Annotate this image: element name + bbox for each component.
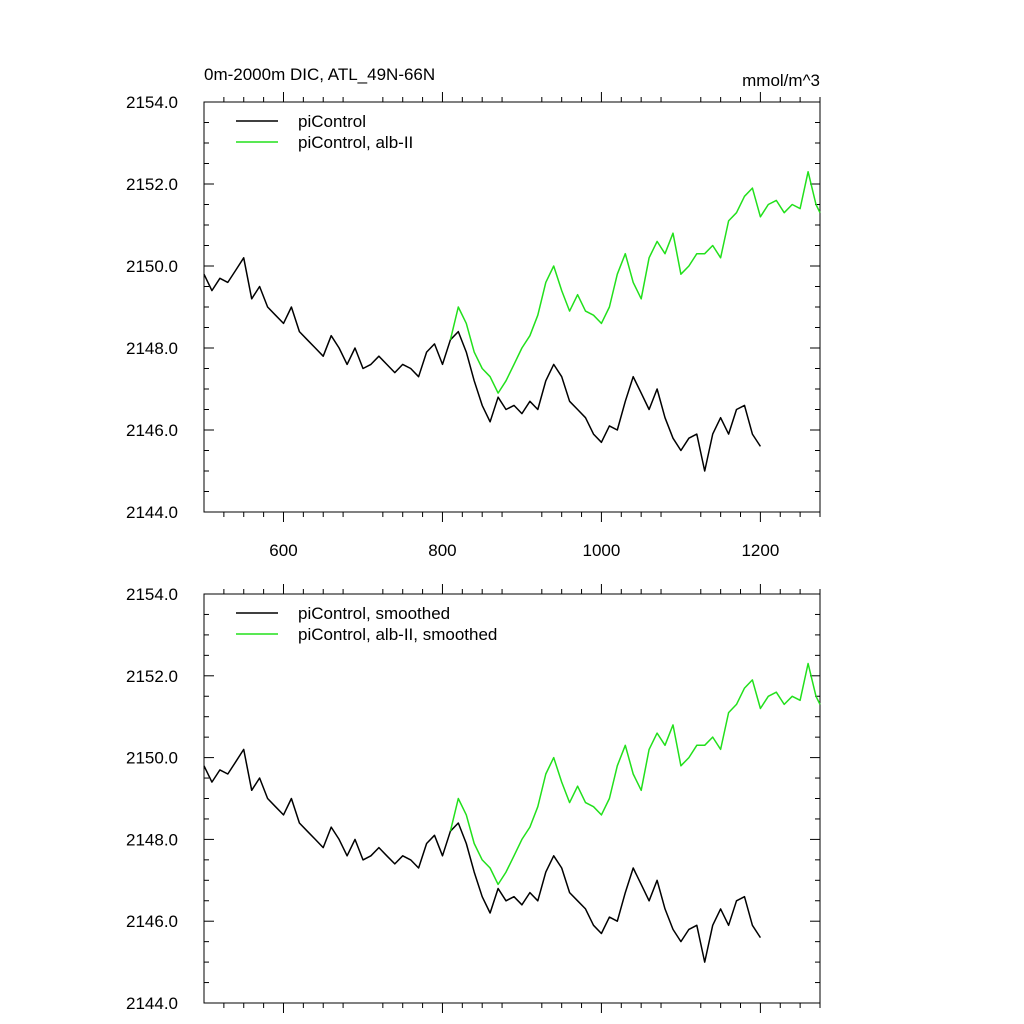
y-tick-label: 2154.0 bbox=[126, 585, 178, 604]
x-tick-label: 1000 bbox=[583, 541, 621, 560]
top-panel: 2144.0 2146.0 2148.0 2150.0 2152.0 2154.0 600 8… bbox=[126, 92, 821, 560]
y-tick-label: 2152.0 bbox=[126, 667, 178, 686]
bottom-panel: 2144.0 2146.0 2148.0 2150.0 2152.0 2154.0 piCo… bbox=[126, 584, 821, 1013]
legend-label: piControl, alb-II, smoothed bbox=[298, 625, 497, 644]
y-tick-label: 2144.0 bbox=[126, 503, 178, 522]
series-line-picontrol bbox=[203, 257, 762, 472]
series-line-picontrol-alb-ii bbox=[449, 662, 821, 886]
y-tick-label: 2146.0 bbox=[126, 421, 178, 440]
y-tick-label: 2152.0 bbox=[126, 175, 178, 194]
x-tick-label: 800 bbox=[428, 541, 456, 560]
series-line-picontrol bbox=[203, 748, 762, 963]
y-tick-label: 2150.0 bbox=[126, 257, 178, 276]
y-tick-label: 2148.0 bbox=[126, 830, 178, 849]
plot-frame bbox=[203, 593, 821, 1004]
x-tick-label: 600 bbox=[269, 541, 297, 560]
legend-label: piControl, smoothed bbox=[298, 604, 450, 623]
plot-frame bbox=[203, 101, 821, 513]
x-tick-label: 1200 bbox=[741, 541, 779, 560]
series-line-picontrol-alb-ii bbox=[449, 170, 821, 394]
y-tick-label: 2154.0 bbox=[126, 93, 178, 112]
legend-label: piControl, alb-II bbox=[298, 133, 413, 152]
y-tick-label: 2150.0 bbox=[126, 749, 178, 768]
y-tick-label: 2144.0 bbox=[126, 994, 178, 1013]
y-tick-label: 2146.0 bbox=[126, 912, 178, 931]
chart-title: 0m-2000m DIC, ATL_49N-66N bbox=[204, 65, 435, 84]
y-tick-label: 2148.0 bbox=[126, 339, 178, 358]
legend-label: piControl bbox=[298, 112, 366, 131]
units-label: mmol/m^3 bbox=[742, 71, 820, 90]
